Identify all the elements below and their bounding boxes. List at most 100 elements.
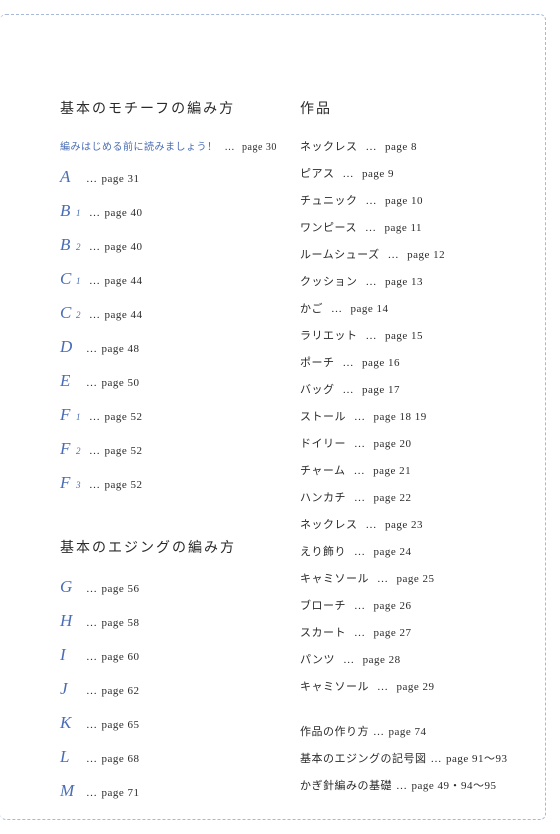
motif-row: B1…page 40 xyxy=(60,201,280,221)
work-name: バッグ xyxy=(300,381,335,397)
work-row: ドイリー … page 20 xyxy=(300,435,520,451)
work-page: page 10 xyxy=(385,195,423,207)
dots: … xyxy=(89,309,101,321)
dots: … xyxy=(396,780,408,792)
motif-sub: 1 xyxy=(76,276,81,286)
motif-page: page 44 xyxy=(105,309,143,321)
work-page: page 20 xyxy=(374,438,412,450)
motif-letter: A xyxy=(60,167,82,187)
work-row: ルームシューズ…page 12 xyxy=(300,246,520,262)
work-row: パンツ…page 28 xyxy=(300,651,520,667)
edging-letter: I xyxy=(60,645,82,665)
dots: … xyxy=(377,681,389,693)
work-name: クッション xyxy=(300,273,358,289)
work-row: ポーチ…page 16 xyxy=(300,354,520,370)
dots: … xyxy=(89,275,101,287)
work-name: ラリエット xyxy=(300,327,358,343)
edging-letter: L xyxy=(60,747,82,767)
motif-sub: 3 xyxy=(76,480,81,490)
work-page: page 8 xyxy=(385,141,417,153)
work-name: ポーチ xyxy=(300,354,335,370)
motif-row: F1…page 52 xyxy=(60,405,280,425)
work-name: パンツ xyxy=(300,651,335,667)
appendix-list: 作品の作り方…page 74基本のエジングの記号図…page 91〜93かぎ針編… xyxy=(300,723,520,793)
work-page: page 29 xyxy=(397,681,435,693)
dots: … xyxy=(225,142,236,153)
work-name: ネックレス xyxy=(300,138,358,154)
motif-letter: E xyxy=(60,371,82,391)
dots: … xyxy=(89,445,101,457)
edging-page: page 62 xyxy=(102,685,140,697)
motif-page: page 40 xyxy=(105,207,143,219)
work-row: チャーム…page 21 xyxy=(300,462,520,478)
dots: … xyxy=(86,787,98,799)
section-title-works: 作品 xyxy=(300,98,520,118)
motif-sub: 1 xyxy=(76,412,81,422)
work-page: page 25 xyxy=(397,573,435,585)
appendix-page: page 74 xyxy=(389,726,427,738)
dots: … xyxy=(366,519,378,531)
work-row: ストール…page 18 19 xyxy=(300,408,520,424)
edging-letter: G xyxy=(60,577,82,597)
work-row: キャミソール … page 29 xyxy=(300,678,520,694)
dots: … xyxy=(86,651,98,663)
motif-page: page 48 xyxy=(102,343,140,355)
work-name: ルームシューズ xyxy=(300,246,380,262)
dots: … xyxy=(89,207,101,219)
dots: … xyxy=(343,168,355,180)
work-row: スカート…page 27 xyxy=(300,624,520,640)
work-name: えり飾り xyxy=(300,543,346,559)
work-name: キャミソール xyxy=(300,570,369,586)
edging-page: page 58 xyxy=(102,617,140,629)
dots: … xyxy=(89,241,101,253)
dots: … xyxy=(343,384,355,396)
appendix-name: 作品の作り方 xyxy=(300,726,369,738)
intro-note: 編みはじめる前に読みましょう！ … page 30 xyxy=(60,138,280,153)
work-name: ブローチ xyxy=(300,597,346,613)
edging-row: I…page 60 xyxy=(60,645,280,665)
dots: … xyxy=(354,438,366,450)
motif-row: A…page 31 xyxy=(60,167,280,187)
appendix-row: かぎ針編みの基礎…page 49・94〜95 xyxy=(300,777,520,793)
dots: … xyxy=(354,600,366,612)
appendix-row: 基本のエジングの記号図…page 91〜93 xyxy=(300,750,520,766)
motif-sub: 2 xyxy=(76,446,81,456)
dots: … xyxy=(86,377,98,389)
dots: … xyxy=(86,753,98,765)
work-name: かご xyxy=(300,300,323,316)
work-name: ハンカチ xyxy=(300,489,346,505)
motif-sub: 2 xyxy=(76,242,81,252)
motif-row: F3…page 52 xyxy=(60,473,280,493)
dots: … xyxy=(86,685,98,697)
work-row: ブローチ…page 26 xyxy=(300,597,520,613)
dots: … xyxy=(366,330,378,342)
work-page: page 13 xyxy=(385,276,423,288)
dots: … xyxy=(354,465,366,477)
work-name: スカート xyxy=(300,624,346,640)
edging-letter: M xyxy=(60,781,82,801)
work-row: かご…page 14 xyxy=(300,300,520,316)
right-column: 作品 ネックレス…page 8ピアス…page 9チュニック…page 10ワン… xyxy=(290,98,520,815)
work-row: ネックレス…page 23 xyxy=(300,516,520,532)
edging-page: page 65 xyxy=(102,719,140,731)
dots: … xyxy=(366,141,378,153)
work-row: ハンカチ…page 22 xyxy=(300,489,520,505)
work-page: page 15 xyxy=(385,330,423,342)
motif-row: F2…page 52 xyxy=(60,439,280,459)
left-column: 基本のモチーフの編み方 編みはじめる前に読みましょう！ … page 30 A…… xyxy=(60,98,290,815)
appendix-row: 作品の作り方…page 74 xyxy=(300,723,520,739)
motif-row: B2…page 40 xyxy=(60,235,280,255)
work-name: キャミソール xyxy=(300,678,369,694)
work-name: ドイリー xyxy=(300,435,346,451)
work-page: page 21 xyxy=(373,465,411,477)
motif-page: page 44 xyxy=(105,275,143,287)
dots: … xyxy=(89,479,101,491)
work-page: page 12 xyxy=(407,249,445,261)
motif-page: page 50 xyxy=(102,377,140,389)
edging-page: page 56 xyxy=(102,583,140,595)
edging-page: page 68 xyxy=(102,753,140,765)
intro-page: page 30 xyxy=(242,142,277,153)
work-page: page 27 xyxy=(374,627,412,639)
dots: … xyxy=(365,222,377,234)
motif-row: C1…page 44 xyxy=(60,269,280,289)
